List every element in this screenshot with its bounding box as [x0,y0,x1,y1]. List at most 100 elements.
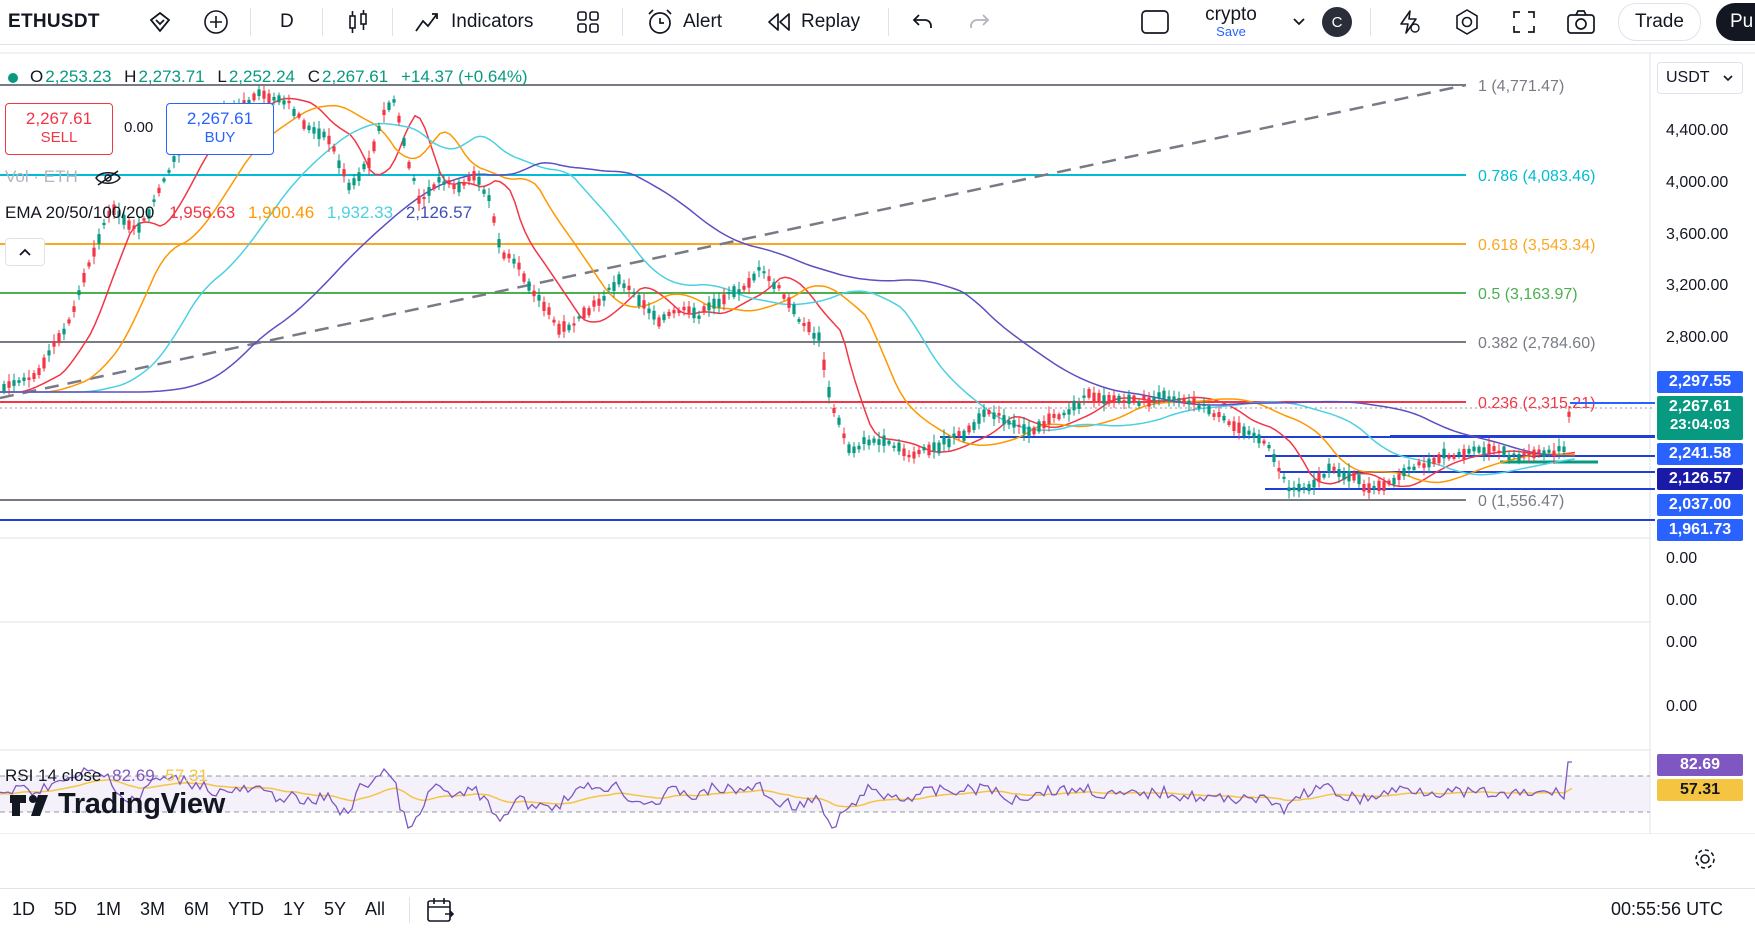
templates-grid-icon[interactable] [575,0,601,44]
candle-body [337,160,341,169]
compare-add-symbol-icon[interactable] [202,0,230,44]
chart-type-candles-icon[interactable] [346,0,370,44]
candle-body [407,161,411,169]
candle-body [902,448,906,457]
candle-body [1477,446,1481,453]
collapse-legend-button[interactable] [5,238,45,266]
chevron-down-icon[interactable] [1291,0,1307,44]
rsi-line [0,761,1572,829]
tradingview-logo[interactable]: TradingView [8,788,225,821]
candles [2,84,1571,500]
publish-label: Pu [1716,3,1755,41]
layout-name-button[interactable]: crypto Save [1186,0,1276,44]
fullscreen-icon[interactable] [1511,0,1537,44]
range-ytd-button[interactable]: YTD [228,889,264,930]
candle-body [437,177,441,183]
candle-body [132,225,136,229]
candle-body [1207,405,1211,415]
clock-timezone-button[interactable]: 00:55:56 UTC [1611,889,1723,930]
layout-square-icon[interactable] [1140,0,1170,44]
candle-body [782,294,786,299]
buy-button[interactable]: 2,267.61 BUY [166,103,274,155]
candle-body [1077,403,1081,409]
candle-body [1082,395,1086,398]
range-1y-button[interactable]: 1Y [283,889,305,930]
range-6m-button[interactable]: 6M [184,889,209,930]
account-avatar[interactable]: C [1322,0,1352,44]
trade-button[interactable]: Trade [1618,0,1701,44]
candle-body [957,431,961,437]
range-5d-button[interactable]: 5D [54,889,77,930]
candle-body [162,178,166,182]
hidden-eye-icon[interactable] [94,169,122,187]
candle-body [1517,453,1521,461]
candle-body [952,433,956,438]
symbol-search-button[interactable]: ETHUSDT [8,0,100,44]
candle-body [1532,449,1536,459]
range-1m-button[interactable]: 1M [96,889,121,930]
candle-body [562,321,566,332]
spread-value: 0.00 [124,119,154,136]
candle-body [62,328,66,335]
range-1d-button[interactable]: 1D [12,889,35,930]
camera-snapshot-icon[interactable] [1566,0,1596,44]
candle-body [1512,453,1516,456]
candle-body [1497,450,1501,453]
undo-icon[interactable] [910,0,936,44]
alert-button[interactable]: Alert [645,0,722,44]
candle-body [52,341,56,347]
candle-body [762,271,766,274]
candle-body [787,297,791,308]
indicators-button[interactable]: Indicators [413,0,533,44]
candle-body [27,377,31,380]
candle-body [772,282,776,289]
candle-body [1357,474,1361,485]
candle-body [97,234,101,244]
candle-body [1142,395,1146,400]
candle-body [372,141,376,152]
range-5y-button[interactable]: 5Y [324,889,346,930]
quick-search-lightning-icon[interactable] [1395,0,1423,44]
candle-body [1027,426,1031,437]
publish-button[interactable]: Pu [1716,0,1755,44]
candle-body [907,454,911,458]
candle-body [1307,484,1311,492]
axis-settings-gear-icon[interactable] [1693,847,1717,876]
settings-gear-icon[interactable] [1453,0,1481,44]
candle-body [602,295,606,301]
range-all-button[interactable]: All [365,889,385,930]
candle-body [1562,446,1566,453]
candle-body [367,157,371,169]
candle-body [1552,450,1556,457]
candle-body [1162,390,1166,400]
candle-body [552,319,556,323]
candle-body [1227,421,1231,425]
replay-button[interactable]: Replay [765,0,860,44]
low-value: 2,252.24 [228,67,296,86]
ema50-value: 1,900.46 [248,203,315,222]
candle-body [1112,395,1116,403]
pane-separators [0,52,1755,834]
favorite-symbol-icon[interactable] [148,0,172,44]
rsi-label: RSI 14 close [5,766,102,785]
range-label: 5D [54,899,78,919]
range-3m-button[interactable]: 3M [140,889,165,930]
change-value: +14.37 (+0.64%) [400,67,528,86]
redo-icon[interactable] [966,0,992,44]
ema-label: EMA 20/50/100/200 [5,203,155,222]
sell-button[interactable]: 2,267.61 SELL [5,103,113,155]
price-tick: 2,800.00 [1666,329,1729,346]
candle-body [462,182,466,186]
candle-body [1387,480,1391,485]
goto-date-calendar-icon[interactable] [425,889,455,930]
candle-body [512,258,516,264]
candle-body [1327,463,1331,473]
market-status-dot [8,72,18,83]
candle-body [962,430,966,441]
interval-button[interactable]: D [280,0,294,44]
currency-selector[interactable]: USDT [1657,62,1743,94]
candle-body [607,287,611,290]
fib-level-label: 1 (4,771.47) [1478,78,1564,95]
price-chart[interactable]: 1 (4,771.47) 0.786 (4,083.46) 0.618 (3,543… [0,48,1755,834]
indicators-icon [415,13,438,32]
